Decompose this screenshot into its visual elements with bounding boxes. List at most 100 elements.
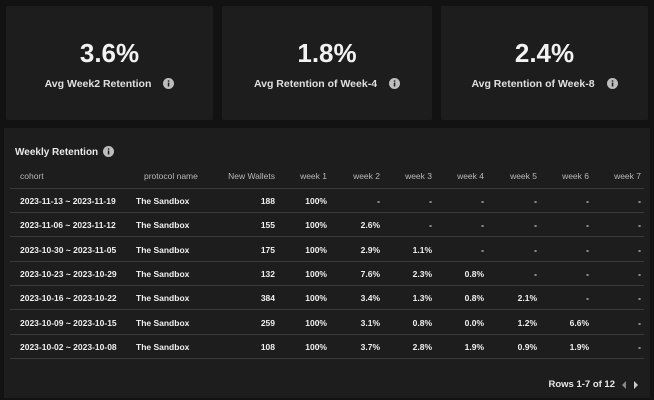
table-cell: - (638, 220, 641, 231)
row-separator (10, 212, 644, 213)
table-cell: 1.3% (412, 293, 432, 304)
table-cell: - (377, 196, 380, 206)
table-cell: 2.3% (412, 268, 432, 279)
table-cell: 1.9% (464, 341, 484, 352)
table-cell: - (534, 268, 537, 279)
column-header: cohort (20, 171, 44, 181)
table-cell: 0.8% (464, 268, 484, 279)
table-cell: 100% (305, 341, 327, 352)
column-header: week 7 (614, 171, 641, 181)
table-cell: - (638, 244, 641, 255)
table-cell: 0.8% (464, 293, 484, 304)
kpi-value: 1.8% (297, 38, 357, 68)
row-separator (10, 260, 644, 262)
row-separator (10, 357, 644, 359)
table-cell: - (481, 220, 484, 231)
row-separator (10, 333, 644, 335)
kpi-label: Avg Week2 Retention (6, 78, 213, 90)
column-header: New Wallets (228, 171, 275, 181)
table-cell: - (638, 196, 641, 206)
column-header: week 6 (562, 171, 589, 181)
table-cell: - (638, 341, 641, 352)
table-cell: 188 (260, 196, 275, 206)
table-panel: Weekly Retention Rows 1-7 of 12 cohort pr… (4, 128, 650, 398)
info-icon[interactable] (103, 146, 115, 157)
table-cell: 100% (305, 268, 327, 279)
table-cell: - (481, 244, 484, 255)
table-cell: 100% (305, 317, 327, 328)
table-cell: 2.1% (517, 293, 537, 304)
kpi-label: Avg Retention of Week-8 (441, 78, 648, 90)
kpi-label: Avg Retention of Week-4 (222, 78, 432, 90)
kpi-value: 2.4% (514, 38, 575, 68)
column-header: week 3 (405, 171, 432, 181)
info-icon[interactable] (389, 78, 401, 89)
table-cell: 3.7% (360, 341, 380, 352)
kpi-card: 1.8% Avg Retention of Week-4 (222, 6, 432, 120)
table-cell: 108 (260, 341, 275, 352)
table-cell: - (586, 244, 589, 255)
table-cell: 100% (305, 293, 327, 304)
table-cell: - (534, 244, 537, 255)
header-separator (10, 188, 644, 189)
table-cell: 132 (260, 268, 275, 279)
table-cell: The Sandbox (136, 220, 190, 231)
table-cell: 2023-10-30 ~ 2023-11-05 (20, 244, 117, 255)
table-cell: 155 (260, 220, 275, 231)
table-cell: 1.9% (569, 341, 589, 352)
table-cell: 2023-10-16 ~ 2023-10-22 (20, 293, 117, 304)
table-cell: 3.1% (360, 317, 380, 328)
info-icon[interactable] (606, 78, 618, 89)
table-cell: 259 (260, 317, 275, 328)
table-cell: - (429, 196, 432, 206)
table-cell: 175 (260, 244, 275, 255)
kpi-value: 3.6% (79, 38, 140, 68)
table-cell: The Sandbox (136, 196, 190, 206)
table-cell: The Sandbox (136, 341, 190, 352)
row-separator (10, 309, 644, 311)
pagination-arrows[interactable] (620, 380, 640, 390)
table-cell: 100% (305, 220, 327, 231)
table-cell: 0.9% (517, 341, 537, 352)
table-title-text: Weekly Retention (15, 147, 99, 158)
table-cell: The Sandbox (136, 293, 190, 304)
table-cell: 1.2% (517, 317, 537, 328)
row-separator (10, 236, 644, 238)
table-cell: 7.6% (360, 268, 380, 279)
table-cell: 2.6% (360, 220, 380, 231)
kpi-label-text: Avg Retention of Week-8 (471, 78, 595, 90)
table-cell: 3.4% (360, 293, 380, 304)
table-cell: - (638, 293, 641, 304)
pagination-label: Rows 1-7 of 12 (548, 379, 615, 390)
kpi-card: 3.6% Avg Week2 Retention (6, 6, 213, 120)
kpi-card: 2.4% Avg Retention of Week-8 (441, 6, 648, 120)
row-separator (10, 284, 644, 286)
table-cell: 2023-11-13 ~ 2023-11-19 (20, 196, 116, 206)
table-cell: 0.8% (412, 317, 432, 328)
table-cell: - (481, 196, 484, 206)
table-cell: 384 (260, 293, 275, 304)
table-cell: - (586, 293, 589, 304)
table-cell: - (586, 268, 589, 279)
table-cell: 100% (305, 196, 327, 206)
kpi-label-text: Avg Retention of Week-4 (253, 78, 378, 90)
table-cell: The Sandbox (136, 244, 190, 255)
column-header: week 2 (353, 171, 380, 181)
info-icon[interactable] (163, 78, 175, 89)
table-cell: The Sandbox (136, 317, 190, 328)
table-cell: - (586, 220, 589, 231)
table-cell: - (638, 268, 641, 279)
column-header: protocol name (144, 171, 198, 181)
table-cell: 6.6% (569, 317, 589, 328)
table-cell: 2023-10-23 ~ 2023-10-29 (20, 268, 117, 279)
table-cell: - (534, 196, 537, 206)
column-header: week 1 (300, 171, 327, 181)
table-cell: 2023-11-06 ~ 2023-11-12 (20, 220, 116, 231)
table-cell: 2.9% (360, 244, 380, 255)
table-cell: 2023-10-09 ~ 2023-10-15 (20, 317, 117, 328)
table-cell: 100% (305, 244, 327, 255)
table-cell: The Sandbox (136, 268, 190, 279)
table-cell: - (534, 220, 537, 231)
table-cell: - (638, 317, 641, 328)
